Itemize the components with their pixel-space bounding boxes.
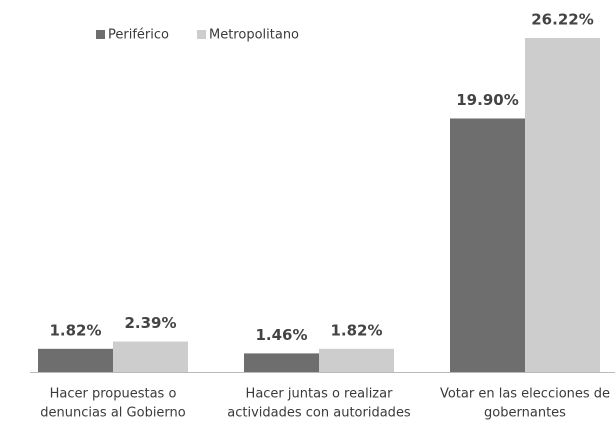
legend-swatch — [197, 30, 206, 39]
bar — [244, 353, 319, 372]
bar — [113, 341, 188, 372]
bar — [450, 118, 525, 372]
bar — [38, 348, 113, 372]
data-label: 2.39% — [124, 314, 176, 332]
data-label: 1.82% — [49, 321, 101, 339]
data-label: 1.82% — [330, 321, 382, 339]
x-tick-label: Hacer juntas o realizar — [246, 387, 394, 402]
x-tick-label: Votar en las elecciones de — [440, 387, 610, 402]
legend-swatch — [96, 30, 105, 39]
data-label: 19.90% — [456, 91, 518, 109]
data-label: 1.46% — [255, 326, 307, 344]
data-label: 26.22% — [531, 10, 593, 28]
x-tick-label: denuncias al Gobierno — [40, 406, 186, 421]
legend-label: Metropolitano — [209, 28, 299, 43]
x-tick-label: gobernantes — [484, 406, 566, 421]
x-tick-label: Hacer propuestas o — [50, 387, 177, 402]
legend-label: Periférico — [108, 28, 169, 43]
bar — [525, 37, 600, 372]
bar — [319, 348, 394, 372]
x-tick-label: actividades con autoridades — [227, 406, 411, 421]
